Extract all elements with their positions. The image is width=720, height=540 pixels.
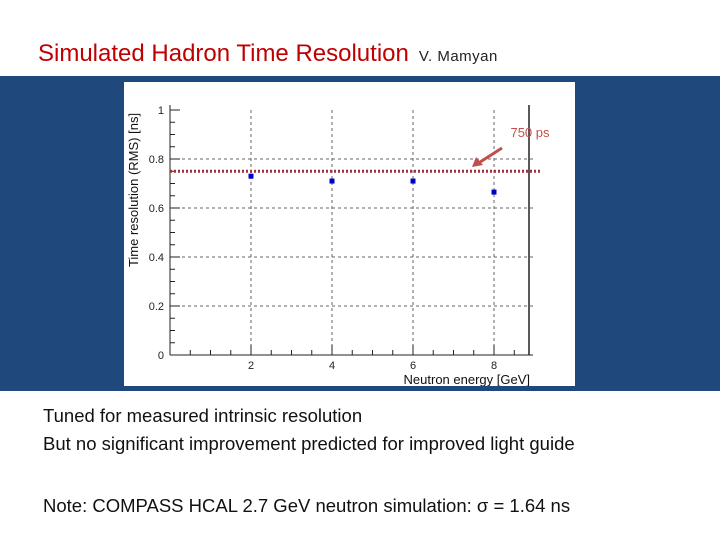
spacer [43, 458, 713, 492]
slide-body: Tuned for measured intrinsic resolution … [43, 402, 713, 520]
annotation-label: 750 ps [510, 125, 550, 140]
slide-title: Simulated Hadron Time Resolution [38, 40, 409, 67]
annotation-arrow [472, 146, 503, 167]
x-tick-label: 2 [248, 360, 254, 372]
slide-author: V. Mamyan [418, 48, 498, 65]
x-axis-label: Neutron energy [GeV] [404, 372, 530, 386]
arrow-shaft [476, 146, 503, 166]
footnote: Note: COMPASS HCAL 2.7 GeV neutron simul… [43, 495, 571, 516]
arrow-head [472, 157, 483, 167]
data-point [329, 178, 335, 184]
data-point [410, 178, 416, 184]
x-tick-label: 6 [410, 360, 416, 372]
axes [169, 105, 533, 356]
tick-labels: 0 0.2 0.4 0.6 0.8 1 2 4 6 8 [149, 105, 497, 372]
x-tick-label: 4 [329, 360, 335, 372]
grid-lines [170, 110, 533, 355]
data-point [491, 189, 497, 195]
y-tick-label: 0.6 [149, 203, 164, 215]
slide-header: Simulated Hadron Time Resolution V. Mamy… [38, 40, 498, 74]
y-tick-label: 1 [158, 105, 164, 117]
note-line-2: But no significant improvement predicted… [43, 433, 575, 454]
y-tick-label: 0.8 [149, 154, 164, 166]
data-point [248, 173, 254, 179]
y-tick-label: 0.2 [149, 301, 164, 313]
y-tick-label: 0 [158, 350, 164, 362]
plot-panel: 0 0.2 0.4 0.6 0.8 1 2 4 6 8 Neutron energy [GeV] … [124, 82, 575, 386]
y-axis-label: Time resolution (RMS) [ns] [126, 113, 141, 267]
y-tick-label: 0.4 [149, 252, 164, 264]
data-points [248, 173, 497, 195]
x-tick-label: 8 [491, 360, 497, 372]
note-line-1: Tuned for measured intrinsic resolution [43, 405, 363, 426]
time-resolution-chart: 00.20.40.60.812 4 6 8 Neutron energy [GeV] … [126, 105, 550, 386]
